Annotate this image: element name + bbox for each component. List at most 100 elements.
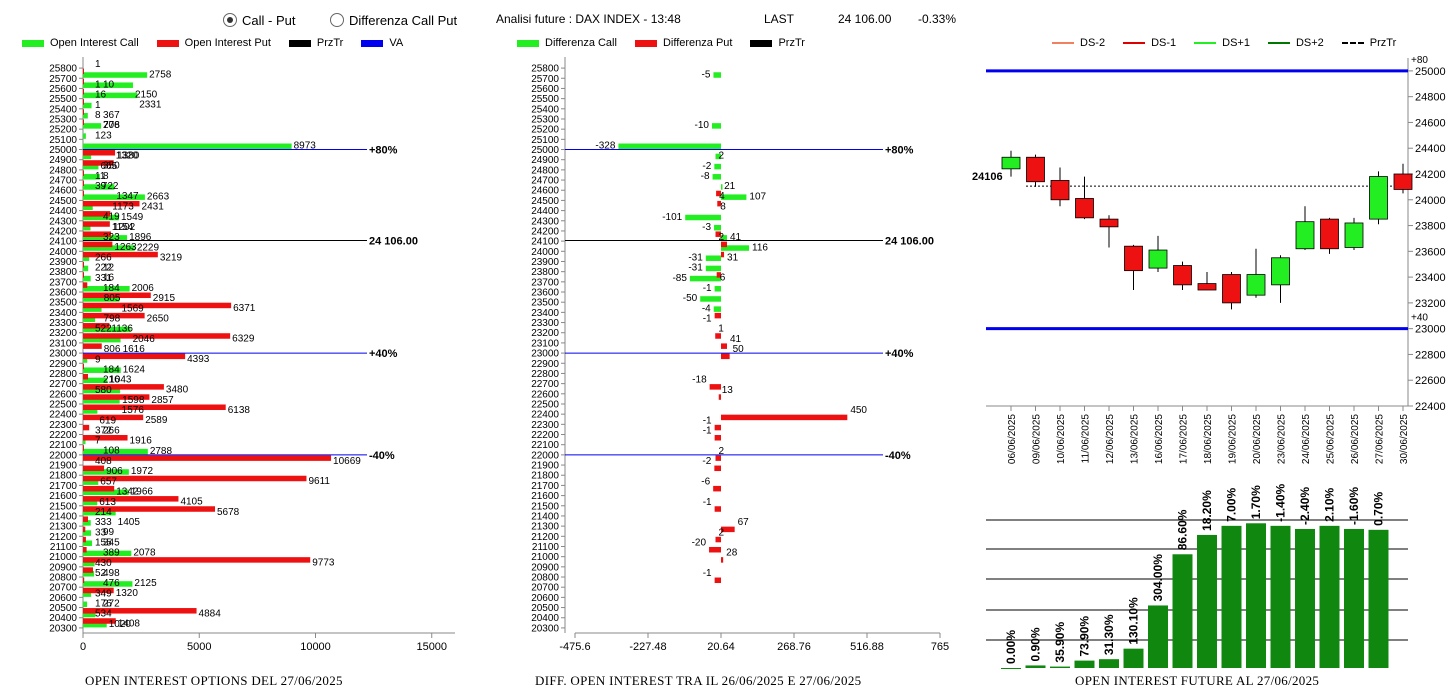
bar-put	[83, 261, 84, 268]
radio-unselected-icon[interactable]	[330, 13, 344, 27]
bar-call	[83, 357, 88, 363]
y-tick-label: 21600	[531, 491, 559, 502]
data-label: 99	[103, 527, 115, 538]
legend-mid: Differenza Call Differenza Put PrzTr	[517, 37, 823, 49]
bar-put	[83, 323, 110, 329]
legend-swatch	[517, 39, 539, 47]
oi-bar	[1148, 605, 1168, 668]
y-tick-label: 21000	[531, 552, 559, 563]
x-tick-label: 18/06/2025	[1203, 414, 1214, 464]
y-tick-label: 20400	[49, 613, 77, 624]
bar-put	[83, 455, 332, 461]
y-tick-label: 22300	[49, 420, 77, 431]
bar-put	[83, 496, 179, 502]
bar-call	[83, 560, 95, 567]
bar-diff-call	[685, 214, 721, 221]
bar-put	[83, 200, 140, 207]
data-label: 657	[100, 476, 117, 487]
y-tick-label: 25300	[531, 114, 559, 125]
bar-put	[83, 577, 85, 584]
data-label: 722	[102, 181, 119, 192]
x-tick-label: 26/06/2025	[1350, 414, 1361, 464]
bar-call	[83, 82, 133, 88]
y-tick-label: 25700	[49, 74, 77, 85]
y-tick-label: 23600	[1415, 246, 1446, 258]
bar-diff-call	[721, 245, 750, 251]
data-label: 2	[719, 232, 725, 243]
bar-call	[83, 204, 93, 211]
oi-bar	[1368, 529, 1389, 668]
data-label: -50	[683, 293, 698, 304]
ref-label: +80%	[369, 145, 398, 157]
data-label: -8	[701, 171, 710, 182]
data-label: 52	[95, 568, 107, 579]
y-tick-label: 21900	[531, 461, 559, 472]
bar-diff-put	[721, 526, 735, 533]
legend-item: DS-2	[1052, 37, 1105, 49]
y-tick-label: 25000	[49, 145, 77, 156]
bar-put	[83, 78, 84, 85]
y-tick-label: 21300	[531, 522, 559, 533]
data-label: 35.90%	[1053, 622, 1067, 663]
bar-put	[83, 435, 128, 441]
y-tick-label: 21700	[531, 481, 559, 492]
y-tick-label: 23200	[531, 328, 559, 339]
y-tick-label: 24000	[49, 247, 77, 258]
x-tick-label: 20/06/2025	[1252, 414, 1263, 464]
data-label: 2229	[137, 242, 160, 253]
y-tick-label: 24600	[49, 186, 77, 197]
data-label: 10	[103, 79, 115, 90]
bar-call	[83, 581, 133, 587]
y-tick-label: 23400	[531, 308, 559, 319]
candle-body	[1148, 249, 1168, 269]
data-label: -1.40%	[1274, 483, 1288, 521]
y-tick-label: 24100	[531, 237, 559, 248]
bar-put	[83, 88, 84, 95]
bar-diff-call	[705, 255, 721, 261]
x-tick-label: 5000	[187, 641, 211, 653]
legend-line	[1123, 42, 1146, 44]
legend-item: PrzTr	[288, 37, 343, 49]
data-label: 0.00%	[1004, 630, 1018, 664]
candle-body	[1369, 176, 1388, 220]
candle-body	[1320, 218, 1339, 250]
bar-put	[83, 333, 231, 339]
data-label: 304.00%	[1151, 554, 1165, 602]
y-tick-label: 23800	[49, 267, 77, 278]
data-label: 1549	[121, 212, 144, 223]
y-tick-label: 20500	[531, 603, 559, 614]
data-label: -101	[662, 212, 682, 223]
bar-call	[83, 275, 91, 282]
legend-line	[1052, 42, 1074, 44]
data-label: -85	[672, 273, 687, 284]
data-label: 1624	[123, 364, 146, 375]
x-tick-label: 20.64	[707, 641, 735, 653]
data-label: 430	[95, 558, 112, 569]
data-label: 2150	[135, 89, 158, 100]
candle-body	[1393, 173, 1413, 190]
bar-diff-put	[715, 536, 721, 543]
y-tick-label: 22600	[531, 389, 559, 400]
bar-put	[83, 99, 84, 105]
bar-diff-put	[721, 343, 727, 349]
data-label: 11	[95, 171, 106, 182]
last-value: 24 106.00	[838, 12, 892, 26]
radio-selected-icon[interactable]	[223, 13, 237, 27]
bar-put	[83, 292, 151, 299]
x-tick-label: 10000	[300, 641, 331, 653]
radio-differenza[interactable]: Differenza Call Put	[330, 13, 457, 28]
y-tick-label: 23100	[49, 338, 77, 349]
oi-bar	[1221, 525, 1242, 668]
bar-put	[83, 170, 84, 176]
radio-call-put[interactable]: Call - Put	[223, 13, 295, 28]
y-tick-label: 24300	[531, 216, 559, 227]
y-tick-label: 20600	[531, 593, 559, 604]
legend-left: Open Interest Call Open Interest Put Prz…	[22, 37, 421, 49]
candle-body	[1295, 221, 1315, 250]
data-label: 21	[724, 181, 736, 192]
legend-item: Open Interest Call	[22, 37, 139, 49]
bar-diff-put	[716, 190, 721, 197]
candle-body	[1050, 180, 1070, 201]
bar-put	[83, 516, 88, 522]
y-tick-label: 21500	[49, 501, 77, 512]
